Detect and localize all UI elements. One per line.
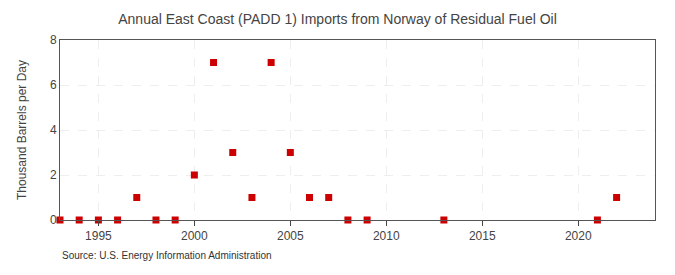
svg-text:2: 2 — [50, 168, 57, 182]
svg-text:6: 6 — [50, 78, 57, 92]
svg-text:1995: 1995 — [85, 229, 112, 243]
svg-text:2005: 2005 — [277, 229, 304, 243]
svg-text:Thousand Barrels per Day: Thousand Barrels per Day — [15, 60, 29, 200]
svg-text:8: 8 — [50, 33, 57, 47]
svg-text:Source: U.S. Energy Informatio: Source: U.S. Energy Information Administ… — [62, 250, 272, 261]
svg-text:4: 4 — [50, 123, 57, 137]
svg-text:2010: 2010 — [373, 229, 400, 243]
svg-text:0: 0 — [50, 213, 57, 227]
svg-text:2000: 2000 — [181, 229, 208, 243]
svg-text:2015: 2015 — [469, 229, 496, 243]
svg-text:2020: 2020 — [565, 229, 592, 243]
svg-text:Annual East Coast (PADD 1) Imp: Annual East Coast (PADD 1) Imports from … — [118, 11, 557, 27]
